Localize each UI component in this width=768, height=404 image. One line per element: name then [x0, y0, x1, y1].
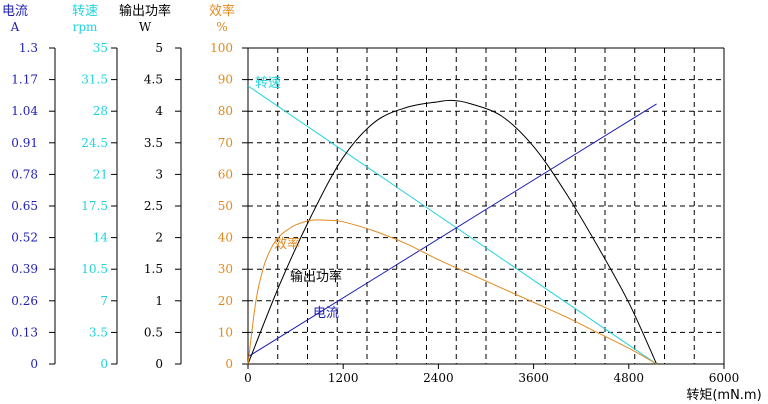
power-tick-label: 1.5 — [144, 262, 163, 276]
efficiency-tick-label: 30 — [218, 262, 233, 276]
x-axis: 0 1200 2400 3600 4800 6000 转矩(mN.m) — [244, 364, 762, 403]
speed-tick-label: 10.5 — [81, 262, 108, 276]
power-tick-label: 3 — [155, 167, 163, 181]
current-tick-label: 0.78 — [11, 167, 38, 181]
speed-tick-label: 3.5 — [89, 325, 108, 339]
speed-label: 转速 — [255, 76, 281, 91]
efficiency-tick-label: 50 — [218, 199, 233, 213]
power-tick-label: 2.5 — [144, 199, 163, 213]
efficiency-tick-label: 10 — [218, 325, 233, 339]
power-tick-label: 4 — [155, 104, 163, 118]
power-axis-unit: W — [139, 20, 152, 34]
efficiency-label: 效率 — [274, 236, 300, 252]
speed-tick-label: 28 — [93, 104, 108, 118]
current-tick-label: 0.65 — [11, 199, 38, 213]
x-tick-label: 1200 — [328, 371, 359, 385]
efficiency-axis-title: 效率 — [209, 3, 235, 19]
power-tick-label: 1 — [155, 294, 163, 308]
current-tick-label: 1.3 — [19, 41, 38, 55]
power-tick-label: 3.5 — [144, 136, 163, 150]
current-tick-label: 0.91 — [11, 136, 38, 150]
efficiency-tick-label: 60 — [218, 167, 233, 181]
current-axis-title: 电流 — [2, 4, 28, 19]
speed-tick-label: 14 — [93, 231, 109, 245]
power-axis-title: 输出功率 — [119, 3, 171, 19]
current-tick-label: 0.39 — [11, 262, 38, 276]
efficiency-axis-unit: % — [216, 20, 227, 34]
efficiency-tick-label: 0 — [225, 357, 233, 371]
power-tick-label: 5 — [155, 41, 163, 55]
efficiency-tick-label: 100 — [210, 41, 233, 55]
current-tick-label: 0 — [30, 357, 38, 371]
speed-tick-label: 31.5 — [81, 73, 108, 87]
power-tick-label: 4.5 — [144, 73, 163, 87]
speed-tick-label: 35 — [93, 41, 108, 55]
speed-axis-title: 转速 — [72, 4, 98, 19]
power-tick-label: 2 — [155, 231, 163, 245]
speed-tick-label: 7 — [100, 294, 108, 308]
y-axes: 电流A00.130.260.390.520.650.780.911.041.17… — [2, 3, 249, 371]
current-tick-label: 0.13 — [11, 325, 38, 339]
power-tick-label: 0.5 — [144, 325, 163, 339]
current-axis-unit: A — [10, 20, 20, 34]
x-axis-label: 转矩(mN.m) — [686, 388, 761, 403]
x-tick-label: 6000 — [709, 371, 740, 385]
current-curve — [247, 103, 657, 358]
efficiency-tick-label: 40 — [218, 231, 233, 245]
efficiency-tick-label: 80 — [218, 104, 233, 118]
efficiency-tick-label: 70 — [218, 136, 233, 150]
output-power-curve — [247, 99, 658, 365]
current-tick-label: 1.04 — [11, 104, 38, 118]
x-tick-label: 3600 — [518, 371, 549, 385]
speed-curve — [247, 85, 657, 365]
current-label: 电流 — [313, 306, 339, 321]
x-tick-label: 2400 — [423, 371, 454, 385]
speed-tick-label: 17.5 — [81, 199, 108, 213]
efficiency-curve — [247, 219, 657, 365]
current-tick-label: 0.52 — [11, 231, 38, 245]
speed-tick-label: 24.5 — [81, 136, 108, 150]
efficiency-tick-label: 90 — [218, 73, 233, 87]
output-power-label: 输出功率 — [290, 269, 342, 285]
speed-axis-unit: rpm — [73, 20, 98, 34]
power-tick-label: 0 — [155, 357, 163, 371]
x-tick-label: 0 — [244, 371, 252, 385]
x-tick-label: 4800 — [614, 371, 645, 385]
plot-frame — [248, 47, 725, 365]
speed-tick-label: 0 — [100, 357, 108, 371]
series-layer — [247, 85, 658, 365]
current-tick-label: 0.26 — [11, 294, 38, 308]
efficiency-tick-label: 20 — [218, 294, 233, 308]
current-tick-label: 1.17 — [11, 73, 38, 87]
speed-tick-label: 21 — [93, 167, 108, 181]
